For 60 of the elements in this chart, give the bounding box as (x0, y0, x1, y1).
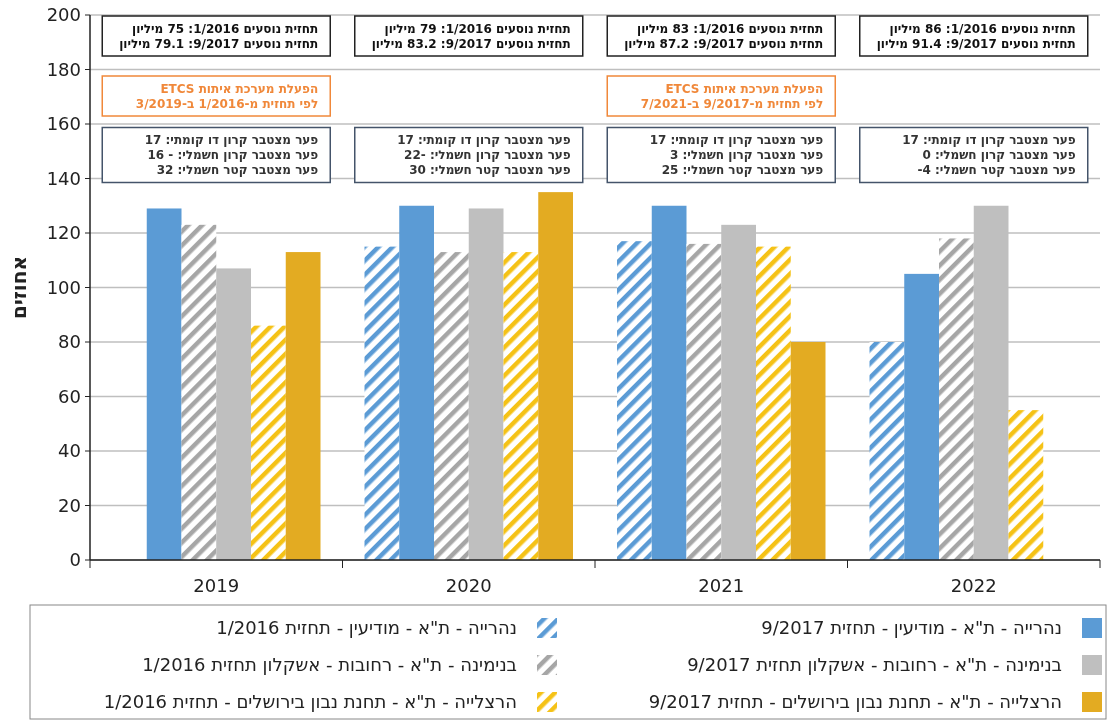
annotation: תחזית נוסעים 1/2016: 86 מיליון תחזית נוסעים 9/2017: 91.4 מיליון (876, 21, 1076, 51)
bar (1008, 410, 1044, 560)
note-box: תחזית נוסעים 1/2016: 86 מיליון תחזית נוסעים 9/2017: 91.4 מיליון (859, 15, 1089, 57)
y-tick-label: 60 (58, 385, 81, 407)
annotation: פער מצטבר קרון דו קומתי: 17 פער מצטבר קרון חשמלי: 3 פער מצטבר קטר חשמלי: 25 (649, 133, 824, 178)
y-tick-label: 120 (46, 222, 81, 244)
y-tick-label: 100 (46, 276, 81, 298)
bar (939, 238, 974, 560)
legend-label: בנימינה - ת"א - רחובות - אשקלון תחזית 1/2016 (142, 654, 517, 676)
note-box: פער מצטבר קרון דו קומתי: 17 פער מצטבר קרון חשמלי: 0 פער מצטבר קטר חשמלי: 4- (859, 126, 1089, 184)
annotation: פער מצטבר קרון דו קומתי: 17 פער מצטבר קרון חשמלי: - 16 פער מצטבר קטר חשמלי: 32 (144, 133, 319, 178)
bar (434, 252, 469, 560)
bar (869, 342, 905, 560)
y-tick-label: 0 (69, 549, 81, 571)
legend-label: נהרייה - ת"א - מודיעין - תחזית 9/2017 (761, 617, 1062, 639)
legend-label: הרצלייה - ת"א - תחנת נבון בירושלים - תחזית 9/2017 (648, 691, 1062, 713)
bar (617, 241, 652, 560)
y-tick-label: 140 (46, 167, 81, 189)
annotation: פער מצטבר קרון דו קומתי: 17 פער מצטבר קרון חשמלי: -22 פער מצטבר קטר חשמלי: 30 (397, 133, 571, 178)
bar (146, 208, 182, 560)
note-box: פער מצטבר קרון דו קומתי: 17 פער מצטבר קרון חשמלי: -22 פער מצטבר קטר חשמלי: 30 (354, 126, 584, 184)
note-box: פער מצטבר קרון דו קומתי: 17 פער מצטבר קרון חשמלי: - 16 פער מצטבר קטר חשמלי: 32 (101, 126, 331, 184)
bar (285, 252, 321, 560)
legend-label: הרצלייה - ת"א - תחנת נבון בירושלים - תחזית 1/2016 (103, 691, 517, 713)
note-box: הפעלת מערכת איתות ETCS לפי תחזית מ-1/2016 ב-3/2019 (101, 75, 331, 117)
note-box: פער מצטבר קרון דו קומתי: 17 פער מצטבר קרון חשמלי: 3 פער מצטבר קטר חשמלי: 25 (606, 126, 836, 184)
note-box: תחזית נוסעים 1/2016: 79 מיליון תחזית נוסעים 9/2017: 83.2 מיליון (354, 15, 584, 57)
bar (538, 192, 573, 560)
y-axis-title: אחוזים (7, 256, 31, 319)
annotation: תחזית נוסעים 1/2016: 79 מיליון תחזית נוסעים 9/2017: 83.2 מיליון (371, 21, 571, 51)
y-tick-label: 20 (58, 494, 81, 516)
annotation: תחזית נוסעים 1/2016: 83 מיליון תחזית נוסעים 9/2017: 87.2 מיליון (624, 21, 824, 51)
bar (790, 342, 826, 560)
bar (503, 252, 539, 560)
y-tick-label: 200 (46, 4, 81, 26)
annotation: פער מצטבר קרון דו קומתי: 17 פער מצטבר קרון חשמלי: 0 פער מצטבר קטר חשמלי: 4- (902, 133, 1076, 178)
y-tick-label: 40 (58, 440, 81, 462)
legend-label: בנימינה - ת"א - רחובות - אשקלון תחזית 9/2017 (687, 654, 1062, 676)
y-tick-label: 80 (58, 331, 81, 353)
bar (686, 243, 722, 560)
bar (251, 325, 286, 560)
annotation: הפעלת מערכת איתות ETCS לפי תחזית מ-1/2016 ב-3/2019 (135, 81, 319, 111)
bar (399, 205, 434, 560)
note-box: תחזית נוסעים 1/2016: 83 מיליון תחזית נוסעים 9/2017: 87.2 מיליון (606, 15, 836, 57)
note-box: תחזית נוסעים 1/2016: 75 מיליון תחזית נוסעים 9/2017: 79.1 מיליון (101, 15, 331, 57)
annotation: תחזית נוסעים 1/2016: 75 מיליון תחזית נוסעים 9/2017: 79.1 מיליון (119, 21, 319, 51)
bar (181, 224, 217, 560)
note-box: הפעלת מערכת איתות ETCS לפי תחזית מ-9/2017 ב-7/2021 (606, 75, 836, 117)
x-tick-label: 2021 (698, 575, 745, 596)
x-tick-label: 2020 (445, 575, 492, 596)
y-tick-label: 180 (46, 58, 81, 80)
annotation: הפעלת מערכת איתות ETCS לפי תחזית מ-9/2017 ב-7/2021 (640, 81, 824, 111)
legend-label: נהרייה - ת"א - מודיעין - תחזית 1/2016 (216, 617, 517, 639)
y-tick-label: 160 (46, 113, 81, 135)
x-tick-label: 2022 (950, 575, 997, 596)
bar (651, 205, 687, 560)
bar (904, 273, 939, 560)
bar (756, 246, 791, 560)
bar (364, 246, 400, 560)
x-tick-label: 2019 (193, 575, 240, 596)
